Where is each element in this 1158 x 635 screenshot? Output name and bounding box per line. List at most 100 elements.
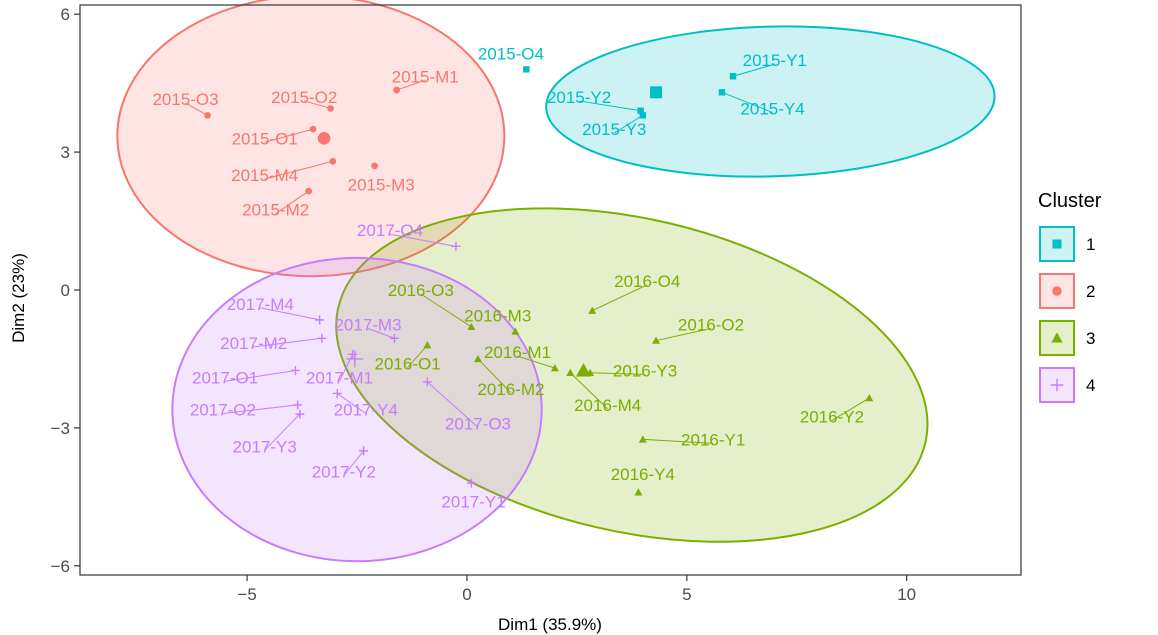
point-label-connector [420, 293, 472, 328]
point-label: 2016-O4 [614, 272, 680, 291]
point-label-connector [407, 344, 428, 368]
cluster-1-point [718, 89, 726, 96]
cluster-2-point [371, 162, 378, 170]
point-label-connector [367, 328, 395, 339]
point-label: 2017-M2 [220, 334, 287, 353]
cluster-3-ellipse [335, 207, 929, 543]
cluster-1-point [729, 73, 737, 80]
point-labels-layer: 2015-O4 2015-Y1 2015-Y2 2015-Y3 2015-Y4 2015-… [152, 44, 870, 511]
point-label: 2016-O2 [678, 315, 744, 334]
point-label-connector [225, 369, 296, 382]
point-label-connector [613, 114, 644, 134]
point-label-connector [477, 358, 512, 394]
cluster-4-point [295, 409, 305, 419]
cluster-4-ellipse [171, 256, 543, 563]
point-label-connector [579, 100, 641, 112]
cluster-1-point [523, 66, 530, 73]
point-label-connector [275, 190, 309, 214]
legend-title: Cluster [1038, 190, 1102, 212]
cluster-2-center [317, 132, 331, 145]
cluster-3-point [638, 435, 647, 443]
cluster-3-point [652, 336, 661, 344]
point-label-connector [222, 404, 298, 415]
point-label-connector [592, 284, 648, 312]
cluster-2-point [204, 111, 211, 119]
cluster-2-point [393, 86, 400, 94]
points-layer [204, 66, 874, 496]
point-label-connector [185, 102, 208, 116]
point-label: 2016-Y1 [681, 430, 745, 449]
cluster-1-point [639, 112, 647, 119]
point-label-connector [831, 397, 870, 421]
cluster-1-ellipse [545, 25, 996, 178]
y-tick-label: 6 [61, 5, 70, 24]
point-label: 2016-Y4 [611, 465, 675, 484]
point-label: 2015-O2 [271, 88, 337, 107]
point-label: 2017-M1 [306, 368, 373, 387]
point-label: 2015-Y3 [582, 120, 646, 139]
cluster-2-point [309, 125, 317, 133]
cluster-4-point [466, 478, 476, 488]
point-label: 2015-Y1 [743, 51, 807, 70]
point-label-connector [642, 438, 714, 444]
legend-label-1: 1 [1086, 235, 1095, 254]
point-label: 2017-O2 [190, 401, 256, 420]
point-label: 2015-M3 [348, 175, 415, 194]
point-label-connector [304, 100, 331, 109]
point-label: 2016-M2 [477, 380, 544, 399]
point-label-connector [569, 372, 609, 410]
cluster-3-point [423, 341, 432, 349]
point-label: 2016-M1 [484, 343, 551, 362]
y-axis: −6 −3 0 3 6 [51, 5, 80, 576]
x-axis-title: Dim1 (35.9%) [498, 615, 602, 634]
point-label-connector [389, 233, 457, 247]
y-tick-label: 3 [61, 143, 70, 162]
point-label-connector [253, 337, 322, 348]
point-label-connector [260, 307, 320, 321]
cluster-1-center [650, 86, 663, 99]
y-tick-label: 0 [61, 281, 70, 300]
point-label-connector [517, 355, 556, 369]
point-label: 2016-M3 [464, 306, 531, 325]
point-label-connector [427, 381, 479, 428]
cluster-3-point [865, 394, 874, 402]
point-label: 2016-O1 [375, 355, 441, 374]
cluster-3-point [550, 364, 559, 372]
point-label: 2016-M4 [574, 396, 641, 415]
point-label: 2017-M3 [334, 315, 401, 334]
point-label-connector [732, 63, 775, 77]
legend-symbol-1 [1052, 239, 1062, 249]
point-label-connector [264, 128, 314, 143]
legend-symbol-2 [1052, 286, 1062, 296]
cluster-4-center [346, 350, 364, 368]
cluster-3-point [566, 368, 575, 376]
x-axis: −5 0 5 10 [237, 575, 916, 604]
point-label-connector [396, 79, 426, 91]
point-label-connector [590, 372, 646, 375]
cluster-4-point [290, 365, 300, 375]
x-tick-label: 0 [462, 585, 471, 604]
cluster-4-point [389, 333, 399, 343]
point-label: 2015-O4 [478, 44, 544, 63]
point-label: 2016-O3 [388, 281, 454, 300]
cluster-3-point [588, 306, 597, 314]
cluster-4-point [317, 333, 327, 343]
point-label: 2016-Y2 [800, 407, 864, 426]
cluster-4-point [451, 241, 461, 251]
point-label: 2017-Y4 [334, 401, 398, 420]
point-label: 2017-Y2 [312, 463, 376, 482]
point-label: 2017-O4 [357, 221, 423, 240]
cluster-4-point [359, 446, 369, 456]
point-label: 2015-M4 [231, 166, 298, 185]
point-label-connector [336, 393, 367, 414]
point-label: 2015-O1 [232, 129, 298, 148]
cluster-2-ellipse [116, 0, 506, 278]
legend: Cluster 1 2 3 4 [1038, 190, 1102, 403]
legend-label-4: 4 [1086, 376, 1095, 395]
cluster-2-point [305, 187, 313, 195]
point-label-connector [264, 160, 333, 180]
ellipses-layer [116, 0, 996, 563]
cluster-2-point [329, 157, 337, 165]
point-label: 2015-Y2 [547, 88, 611, 107]
